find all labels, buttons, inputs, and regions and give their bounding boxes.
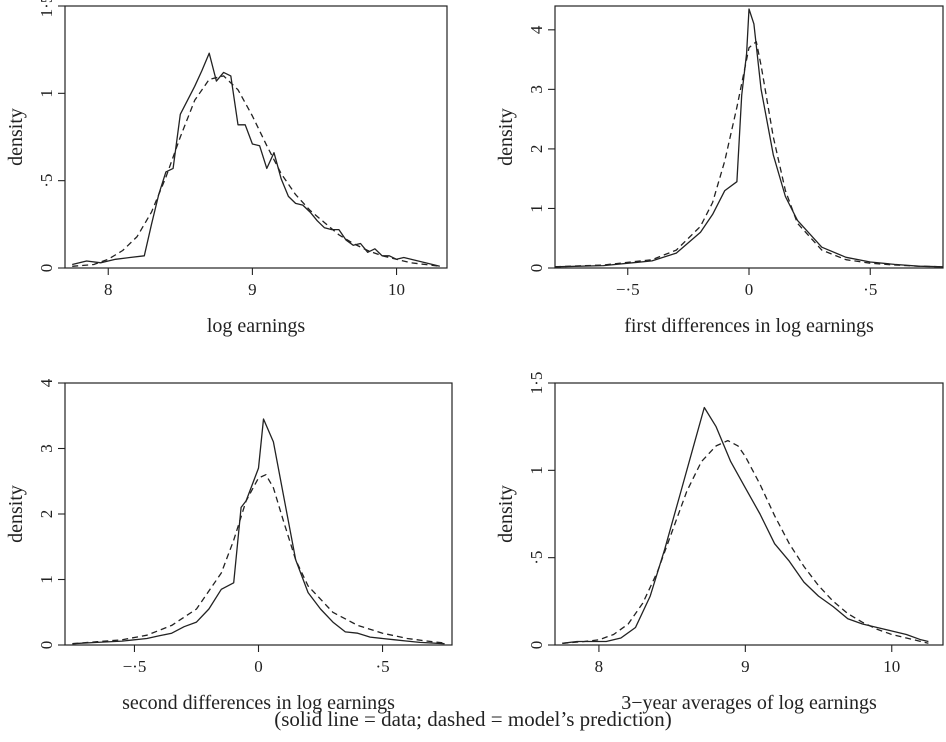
y-tick-label: ·5 — [37, 174, 56, 188]
y-axis-label: density — [5, 108, 27, 166]
plot-frame — [554, 5, 944, 269]
chart-panel-1: 8 9 10 0 ·5 1 1·5 log earnings density — [5, 0, 448, 337]
plot-frame — [64, 382, 453, 646]
x-tick-label: −·5 — [616, 280, 640, 299]
series-line-data — [72, 52, 440, 267]
series-line-model — [562, 439, 929, 644]
series-line-data — [72, 418, 445, 645]
series-line-model — [72, 75, 440, 267]
chart-panel-3: −·5 0 ·5 0 1 2 3 4 second differences in log ear… — [5, 378, 453, 714]
y-axis-label: density — [495, 108, 517, 166]
y-tick-label: 0 — [37, 264, 56, 273]
x-tick-label: ·5 — [863, 280, 877, 299]
x-tick-label: 9 — [741, 657, 750, 676]
chart-panel-2: −·5 0 ·5 0 1 2 3 4 first differences in log earn… — [495, 5, 944, 337]
y-tick-label: 1 — [37, 575, 56, 584]
x-axis-label: second differences in log earnings — [122, 692, 395, 714]
y-tick-label: 3 — [37, 444, 56, 453]
x-tick-label: 9 — [248, 280, 257, 299]
y-tick-label: 3 — [527, 85, 546, 94]
x-tick-label: 10 — [883, 657, 900, 676]
y-tick-label: 1·5 — [527, 372, 546, 395]
y-axis-label: density — [5, 485, 27, 543]
x-axis-label: first differences in log earnings — [624, 315, 874, 337]
y-tick-label: 2 — [37, 510, 56, 519]
x-tick-label: 0 — [254, 657, 263, 676]
y-tick-label: 1 — [37, 89, 56, 98]
x-tick-label: −·5 — [123, 657, 147, 676]
y-tick-label: 4 — [37, 378, 56, 387]
x-tick-label: ·5 — [375, 657, 389, 676]
y-axis-label: density — [495, 485, 517, 543]
y-tick-label: 1 — [527, 204, 546, 213]
x-tick-label: 0 — [745, 280, 754, 299]
x-tick-label: 8 — [595, 657, 604, 676]
y-tick-label: 0 — [527, 641, 546, 650]
figure-caption: (solid line = data; dashed = model’s pre… — [274, 707, 672, 731]
y-tick-label: 0 — [37, 641, 56, 650]
chart-panel-4: 8 9 10 0 ·5 1 1·5 3−year averages of log earnin… — [495, 372, 944, 714]
y-tick-label: 1 — [527, 466, 546, 475]
x-axis-label: log earnings — [207, 315, 306, 337]
series-line-model — [554, 41, 944, 268]
x-tick-label: 8 — [104, 280, 113, 299]
series-line-data — [554, 8, 944, 268]
y-tick-label: 2 — [527, 145, 546, 154]
x-tick-label: 10 — [388, 280, 405, 299]
y-tick-label: 1·5 — [37, 0, 56, 17]
series-line-data — [562, 406, 929, 644]
x-axis-label: 3−year averages of log earnings — [621, 692, 877, 714]
y-tick-label: 0 — [527, 264, 546, 273]
y-tick-label: ·5 — [527, 551, 546, 565]
y-tick-label: 4 — [527, 25, 546, 34]
plot-frame — [64, 5, 448, 269]
series-line-model — [72, 474, 445, 645]
plot-frame — [554, 382, 944, 646]
